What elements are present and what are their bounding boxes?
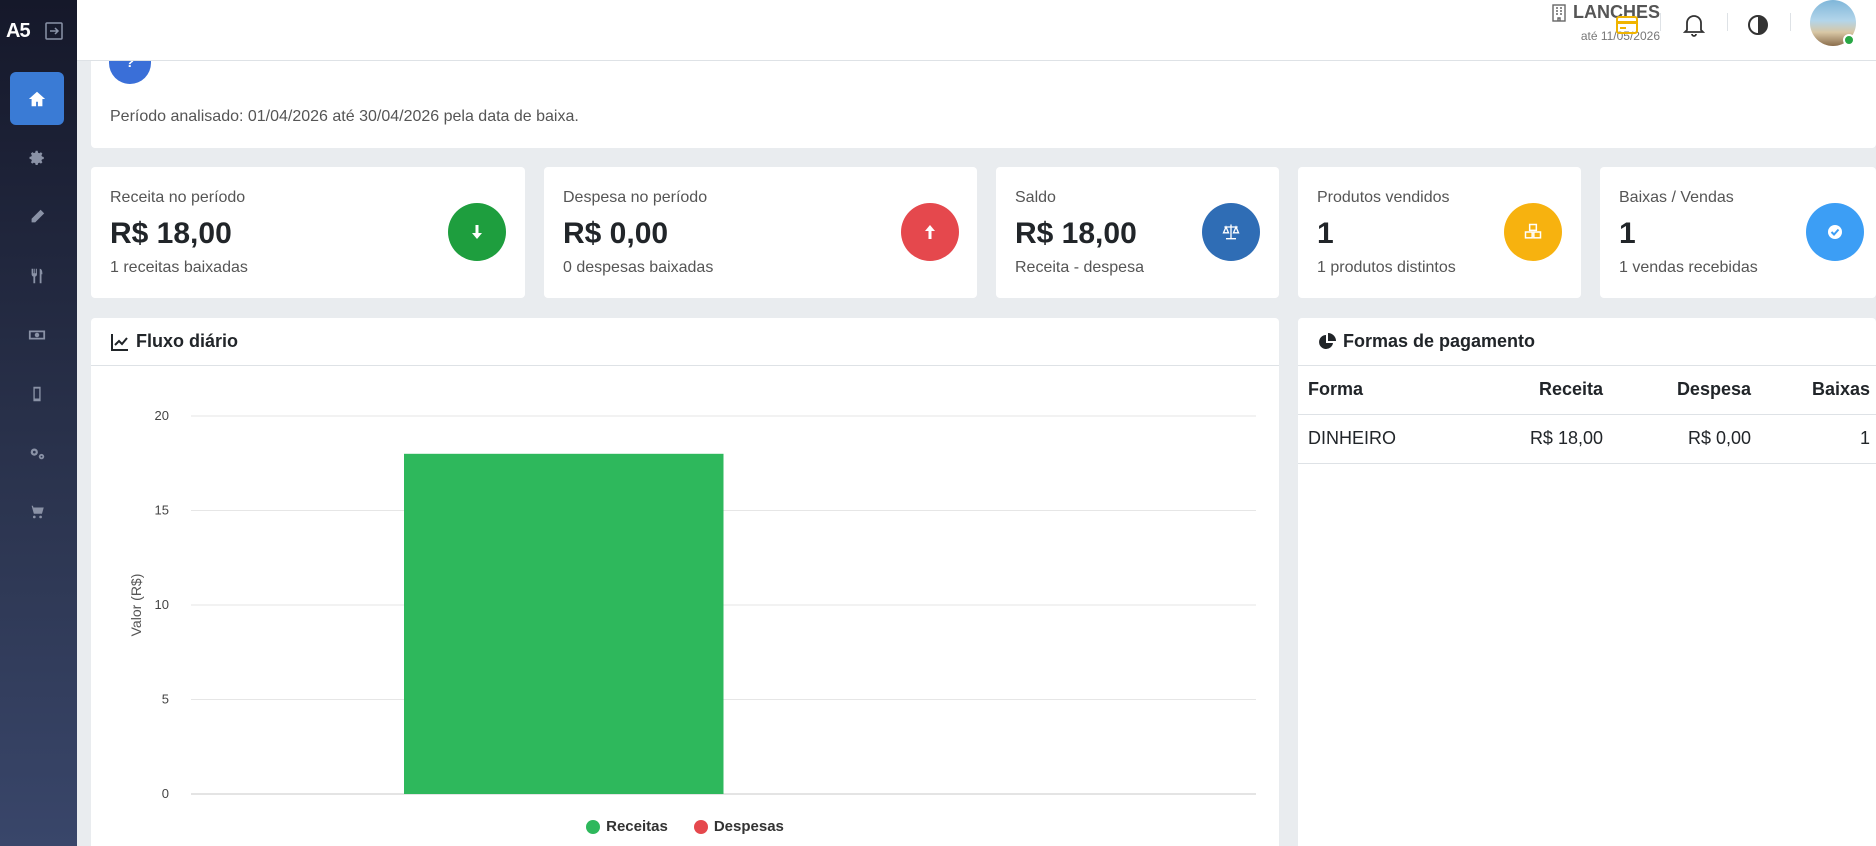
sidebar: A5 xyxy=(0,0,77,846)
y-tick-label: 20 xyxy=(155,408,169,423)
stat-value: R$ 0,00 xyxy=(563,217,669,250)
legend-label: Despesas xyxy=(713,818,784,835)
company-info[interactable]: LANCHES até 11/05/2026 xyxy=(1464,2,1660,43)
building-icon xyxy=(1552,3,1566,22)
daily-flow-card: Fluxo diário 0 5 10 15 20 Valor (R$) 11/04/202… xyxy=(91,318,1279,846)
sidebar-item-config[interactable] xyxy=(10,426,64,479)
topbar-separator xyxy=(1790,13,1791,31)
cell-receita: R$ 18,00 xyxy=(1488,414,1603,464)
chart-legend: Receitas Despesas xyxy=(91,818,1279,835)
stat-sub: 1 vendas recebidas xyxy=(1619,259,1758,276)
cell-forma: DINHEIRO xyxy=(1298,414,1488,464)
card-header: Fluxo diário xyxy=(91,318,1279,366)
y-tick-label: 0 xyxy=(162,786,169,801)
stat-card-despesa: Despesa no período R$ 0,00 0 despesas ba… xyxy=(544,167,977,298)
stat-sub: 1 receitas baixadas xyxy=(110,259,248,276)
x-tick-label: 11/04/2026 xyxy=(691,804,755,806)
notifications-button[interactable] xyxy=(1679,10,1709,40)
stat-value: 1 xyxy=(1619,217,1636,250)
stat-label: Receita no período xyxy=(110,189,246,206)
legend-item-receitas[interactable]: Receitas xyxy=(586,818,668,835)
company-name: LANCHES xyxy=(1572,2,1660,22)
sidebar-item-edit[interactable] xyxy=(10,190,64,243)
period-text: Período analisado: 01/04/2026 até 30/04/… xyxy=(110,108,579,125)
sidebar-item-home[interactable] xyxy=(10,72,64,125)
column-header-receita: Receita xyxy=(1488,366,1603,415)
pencil-icon xyxy=(31,209,45,222)
stat-label: Baixas / Vendas xyxy=(1619,189,1734,206)
card-header: Formas de pagamento xyxy=(1298,318,1876,366)
card-title: Formas de pagamento xyxy=(1343,331,1536,351)
arrow-down-icon xyxy=(448,203,506,261)
theme-toggle-button[interactable] xyxy=(1743,10,1773,40)
balance-scale-icon xyxy=(1202,203,1260,261)
daily-flow-chart: 0 5 10 15 20 Valor (R$) 11/04/2026 xyxy=(128,408,1256,806)
company-valid-until: até 11/05/2026 xyxy=(1580,29,1660,43)
cubes-icon xyxy=(1504,203,1562,261)
cell-baixas: 1 xyxy=(1751,414,1876,464)
sidebar-item-orders[interactable] xyxy=(10,485,64,538)
card-title: Fluxo diário xyxy=(136,331,239,351)
y-tick-label: 15 xyxy=(155,503,169,518)
sidebar-item-finance[interactable] xyxy=(10,308,64,361)
brand-row: A5 xyxy=(0,0,77,62)
arrow-up-icon xyxy=(901,203,959,261)
money-icon xyxy=(28,330,46,339)
topbar: LANCHES até 11/05/2026 xyxy=(77,0,1876,61)
bar-receitas xyxy=(404,453,724,794)
sidebar-nav xyxy=(0,72,77,538)
stat-card-saldo: Saldo R$ 18,00 Receita - despesa xyxy=(996,167,1279,298)
contrast-icon xyxy=(1748,15,1768,35)
sidebar-item-mobile[interactable] xyxy=(10,367,64,420)
topbar-separator xyxy=(1727,13,1728,31)
user-avatar[interactable] xyxy=(1810,0,1856,46)
payment-forms-card: Formas de pagamento Forma Receita Despes… xyxy=(1298,318,1876,846)
legend-item-despesas[interactable]: Despesas xyxy=(693,818,784,835)
legend-dot xyxy=(586,819,601,834)
app-logo[interactable]: A5 xyxy=(6,19,31,42)
credit-card-icon xyxy=(1616,16,1638,34)
stat-sub: 0 despesas baixadas xyxy=(563,259,714,276)
bell-icon xyxy=(1683,15,1705,37)
utensils-icon xyxy=(31,268,43,283)
y-tick-label: 10 xyxy=(155,597,169,612)
stat-card-produtos: Produtos vendidos 1 1 produtos distintos xyxy=(1298,167,1581,298)
sidebar-item-menu[interactable] xyxy=(10,249,64,302)
stat-card-receita: Receita no período R$ 18,00 1 receitas b… xyxy=(91,167,525,298)
stat-label: Despesa no período xyxy=(563,189,708,206)
stat-value: R$ 18,00 xyxy=(1015,217,1137,250)
column-header-despesa: Despesa xyxy=(1603,366,1751,415)
gear-icon xyxy=(29,150,44,165)
sidebar-item-settings[interactable] xyxy=(10,131,64,184)
column-header-baixas: Baixas xyxy=(1751,366,1876,415)
stat-sub: 1 produtos distintos xyxy=(1317,259,1456,276)
billing-button[interactable] xyxy=(1612,10,1642,40)
stat-value: R$ 18,00 xyxy=(110,217,232,250)
stat-sub: Receita - despesa xyxy=(1015,259,1144,276)
table-row: DINHEIRO R$ 18,00 R$ 0,00 1 xyxy=(1298,414,1876,464)
check-circle-icon xyxy=(1806,203,1864,261)
cart-icon xyxy=(28,505,44,518)
column-header-forma: Forma xyxy=(1298,366,1488,415)
y-tick-label: 5 xyxy=(162,692,169,707)
cell-despesa: R$ 0,00 xyxy=(1603,414,1751,464)
stat-label: Produtos vendidos xyxy=(1317,189,1450,206)
sidebar-toggle-icon[interactable] xyxy=(44,21,64,41)
payment-table: Forma Receita Despesa Baixas DINHEIRO R$… xyxy=(1298,366,1876,464)
legend-dot xyxy=(693,819,708,834)
stat-value: 1 xyxy=(1317,217,1334,250)
pie-chart-icon xyxy=(1319,332,1336,349)
stat-card-baixas: Baixas / Vendas 1 1 vendas recebidas xyxy=(1600,167,1876,298)
stat-label: Saldo xyxy=(1015,189,1056,206)
mobile-icon xyxy=(33,386,41,401)
home-icon xyxy=(28,91,46,106)
table-header-row: Forma Receita Despesa Baixas xyxy=(1298,366,1876,415)
topbar-separator xyxy=(1660,13,1661,31)
cogs-icon xyxy=(30,448,45,459)
line-chart-icon xyxy=(111,333,128,351)
online-status-dot xyxy=(1843,34,1855,46)
y-axis-label: Valor (R$) xyxy=(128,574,144,637)
legend-label: Receitas xyxy=(606,818,668,835)
